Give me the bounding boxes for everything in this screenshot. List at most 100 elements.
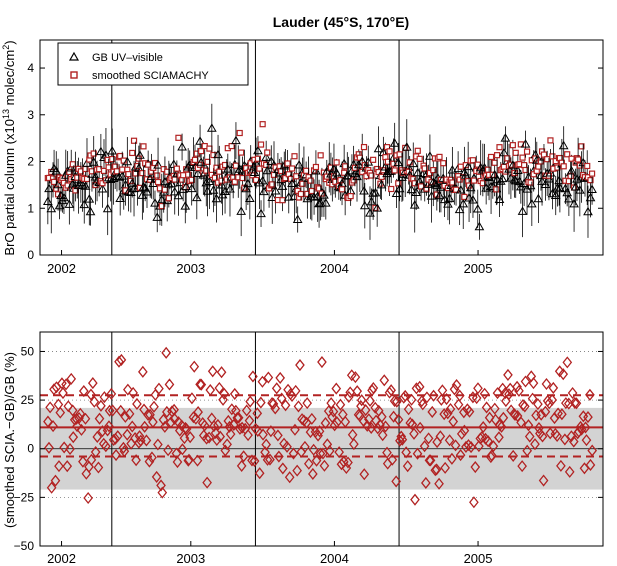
difference-diamond-point bbox=[581, 434, 592, 447]
difference-diamond-point bbox=[450, 439, 461, 452]
difference-diamond-point bbox=[528, 377, 539, 390]
sciamachy-square-point bbox=[564, 151, 571, 158]
sciamachy-square-point bbox=[504, 155, 511, 162]
difference-diamond-point bbox=[343, 456, 353, 469]
difference-diamond-point bbox=[350, 371, 361, 384]
difference-diamond-point bbox=[419, 440, 430, 453]
difference-diamond-point bbox=[280, 399, 291, 412]
difference-diamond-point bbox=[451, 378, 462, 392]
sciamachy-square-point bbox=[239, 174, 246, 182]
difference-diamond-point bbox=[537, 430, 548, 443]
gb-triangle-point bbox=[42, 196, 53, 206]
difference-diamond-point bbox=[80, 412, 91, 425]
difference-diamond-point bbox=[163, 444, 173, 457]
difference-diamond-point bbox=[233, 411, 244, 424]
difference-diamond-point bbox=[277, 462, 288, 475]
sciamachy-square-point bbox=[493, 186, 500, 193]
difference-diamond-point bbox=[143, 408, 153, 422]
y-tick-label: 1 bbox=[27, 201, 34, 215]
y-tick-label: −25 bbox=[14, 490, 35, 504]
legend: GB UV–visible smoothed SCIAMACHY bbox=[57, 42, 249, 86]
difference-diamond-point bbox=[202, 476, 212, 489]
difference-diamond-point bbox=[228, 418, 239, 431]
gb-triangle-point bbox=[85, 206, 96, 216]
bottom-chart: 50 25 0 −25 −50 2002 2003 2004 2005 (smoothed S… bbox=[2, 331, 604, 566]
difference-diamond-point bbox=[488, 440, 499, 453]
difference-diamond-point bbox=[409, 427, 419, 440]
difference-diamond-point bbox=[516, 416, 526, 429]
difference-diamond-point bbox=[319, 459, 330, 472]
difference-diamond-point bbox=[571, 397, 582, 410]
difference-diamond-point bbox=[483, 435, 493, 448]
difference-diamond-point bbox=[331, 382, 342, 395]
gb-triangle-point bbox=[142, 187, 152, 196]
sciamachy-square-point bbox=[308, 187, 315, 195]
legend-label-gb: GB UV–visible bbox=[92, 52, 163, 64]
sciamachy-square-point bbox=[173, 165, 180, 172]
difference-diamond-point bbox=[417, 398, 428, 411]
difference-diamond-point bbox=[556, 459, 566, 472]
gb-triangle-point bbox=[244, 193, 255, 202]
gb-triangle-point bbox=[133, 163, 144, 172]
y-tick-label: 0 bbox=[27, 442, 34, 456]
difference-diamond-point bbox=[274, 450, 284, 463]
gb-triangle-point bbox=[96, 146, 106, 156]
difference-diamond-point bbox=[534, 421, 544, 435]
y-tick-label: 50 bbox=[21, 344, 35, 358]
difference-diamond-point bbox=[562, 356, 573, 369]
gb-triangle-point bbox=[558, 140, 569, 150]
difference-diamond-point bbox=[479, 387, 490, 400]
x-tick-label: 2003 bbox=[176, 551, 205, 566]
difference-diamond-point bbox=[46, 481, 57, 494]
sciamachy-square-point bbox=[204, 158, 211, 165]
gb-triangle-point bbox=[169, 186, 180, 196]
difference-diamond-point bbox=[134, 436, 144, 449]
gb-triangle-point bbox=[499, 147, 509, 157]
gb-triangle-point bbox=[180, 201, 191, 210]
sciamachy-square-point bbox=[238, 149, 245, 156]
gb-triangle-point bbox=[208, 185, 219, 194]
sciamachy-square-point bbox=[587, 177, 594, 184]
gb-triangle-point bbox=[389, 138, 400, 147]
sciamachy-square-point bbox=[119, 166, 126, 173]
difference-diamond-point bbox=[332, 416, 342, 429]
sciamachy-square-point bbox=[105, 164, 112, 171]
difference-diamond-point bbox=[400, 389, 411, 402]
difference-diamond-point bbox=[375, 418, 385, 431]
sciamachy-square-point bbox=[191, 156, 199, 163]
difference-diamond-point bbox=[209, 420, 219, 433]
gb-triangle-point bbox=[311, 166, 321, 175]
difference-diamond-point bbox=[308, 467, 318, 480]
difference-diamond-point bbox=[188, 411, 199, 424]
difference-diamond-point bbox=[317, 356, 327, 369]
gb-triangle-point bbox=[105, 174, 116, 183]
sciamachy-square-point bbox=[259, 121, 266, 128]
difference-diamond-point bbox=[459, 424, 470, 437]
sciamachy-square-point bbox=[549, 153, 556, 160]
difference-diamond-point bbox=[379, 374, 390, 387]
gb-triangle-point bbox=[376, 179, 387, 189]
gb-triangle-point bbox=[150, 198, 160, 207]
difference-diamond-point bbox=[263, 371, 274, 384]
difference-diamond-point bbox=[449, 383, 460, 396]
gb-triangle-point bbox=[253, 145, 263, 155]
gb-triangle-point bbox=[213, 149, 223, 159]
difference-diamond-point bbox=[149, 400, 159, 413]
sciamachy-square-point bbox=[299, 180, 306, 187]
gb-triangle-point bbox=[153, 160, 163, 169]
difference-diamond-point bbox=[377, 429, 388, 442]
difference-diamond-point bbox=[78, 384, 89, 398]
difference-diamond-point bbox=[270, 402, 281, 415]
sciamachy-square-point bbox=[388, 185, 395, 193]
difference-diamond-point bbox=[232, 411, 243, 424]
difference-diamond-point bbox=[372, 422, 383, 435]
difference-diamond-point bbox=[510, 408, 520, 422]
sciamachy-square-point bbox=[390, 160, 397, 167]
difference-diamond-point bbox=[401, 446, 411, 459]
difference-diamond-point bbox=[478, 420, 489, 434]
difference-diamond-point bbox=[63, 400, 74, 413]
gb-triangle-point bbox=[393, 157, 404, 167]
difference-diamond-point bbox=[391, 475, 401, 488]
difference-diamond-point bbox=[290, 423, 300, 436]
